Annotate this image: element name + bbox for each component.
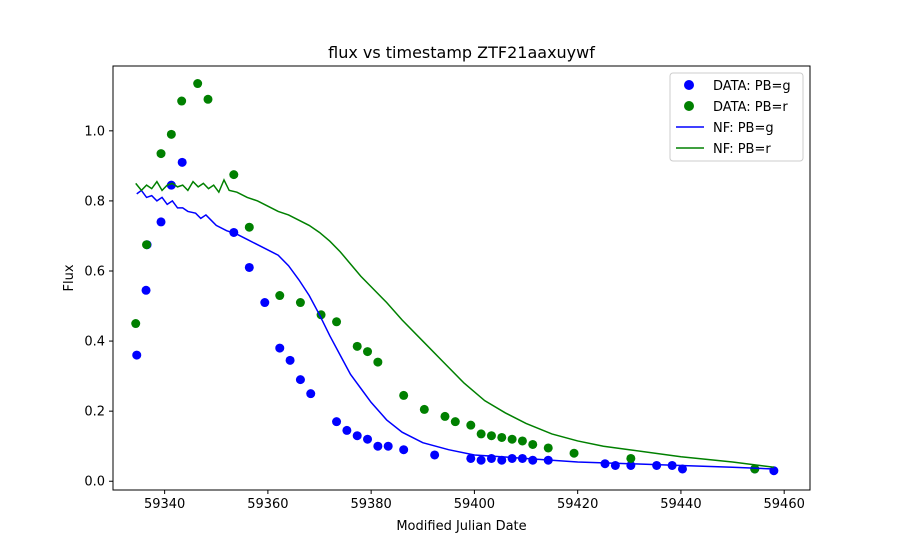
data-point-data-pb-r bbox=[517, 436, 527, 446]
y-tick-label: 0.0 bbox=[84, 475, 105, 490]
data-point-data-pb-r bbox=[295, 298, 305, 308]
data-point-data-pb-r bbox=[352, 341, 362, 351]
data-point-data-pb-r bbox=[507, 434, 517, 444]
data-point-data-pb-g bbox=[363, 434, 373, 444]
legend-label-nf-r: NF: PB=r bbox=[713, 142, 771, 157]
series-line-nf-pb-g bbox=[136, 189, 774, 470]
x-tick-label: 59460 bbox=[764, 497, 805, 512]
data-point-data-pb-g bbox=[141, 285, 151, 295]
x-axis-ticks: 59340 59360 59380 59400 59420 59440 59460 bbox=[144, 490, 805, 512]
data-point-data-pb-g bbox=[769, 466, 779, 476]
data-point-data-pb-r bbox=[244, 222, 254, 232]
data-point-data-pb-g bbox=[677, 464, 687, 474]
chart-title: flux vs timestamp ZTF21aaxuywf bbox=[328, 43, 595, 62]
x-tick-label: 59440 bbox=[660, 497, 701, 512]
data-point-data-pb-g bbox=[610, 460, 620, 470]
data-point-data-pb-r bbox=[450, 417, 460, 427]
data-point-data-pb-r bbox=[363, 347, 373, 357]
data-point-data-pb-g bbox=[528, 455, 538, 465]
data-point-data-pb-g bbox=[430, 450, 440, 460]
data-point-data-pb-g bbox=[373, 441, 383, 451]
data-point-data-pb-r bbox=[476, 429, 486, 439]
data-point-data-pb-r bbox=[229, 170, 239, 180]
data-point-data-pb-g bbox=[383, 441, 393, 451]
data-point-data-pb-g bbox=[260, 298, 270, 308]
data-point-data-pb-r bbox=[275, 291, 285, 301]
data-point-data-pb-g bbox=[600, 459, 610, 469]
legend-label-data-r: DATA: PB=r bbox=[713, 100, 788, 115]
y-tick-label: 0.4 bbox=[84, 335, 105, 350]
data-point-data-pb-g bbox=[177, 157, 187, 167]
data-point-data-pb-r bbox=[750, 464, 760, 474]
data-point-data-pb-r bbox=[626, 453, 636, 463]
y-tick-label: 0.2 bbox=[84, 405, 105, 420]
data-point-data-pb-r bbox=[399, 390, 409, 400]
legend-label-data-g: DATA: PB=g bbox=[713, 79, 791, 94]
data-point-data-pb-r bbox=[569, 448, 579, 458]
y-axis-label: Flux bbox=[62, 264, 77, 291]
data-point-data-pb-r bbox=[486, 431, 496, 441]
data-point-data-pb-g bbox=[332, 417, 342, 427]
data-point-data-pb-g bbox=[132, 350, 142, 360]
data-point-data-pb-g bbox=[352, 431, 362, 441]
data-point-data-pb-r bbox=[440, 411, 450, 421]
y-tick-label: 1.0 bbox=[84, 124, 105, 139]
data-point-data-pb-r bbox=[419, 404, 429, 414]
data-point-data-pb-g bbox=[295, 375, 305, 385]
x-tick-label: 59380 bbox=[350, 497, 391, 512]
data-point-data-pb-g bbox=[652, 460, 662, 470]
data-point-data-pb-r bbox=[543, 443, 553, 453]
series-line-nf-pb-r bbox=[135, 178, 774, 468]
data-point-data-pb-r bbox=[156, 149, 166, 159]
y-axis-ticks: 0.0 0.2 0.4 0.6 0.8 1.0 bbox=[84, 124, 113, 490]
data-point-data-pb-r bbox=[131, 319, 141, 329]
data-point-data-pb-r bbox=[497, 432, 507, 442]
data-point-data-pb-g bbox=[166, 180, 176, 190]
x-tick-label: 59340 bbox=[144, 497, 185, 512]
data-point-data-pb-r bbox=[193, 79, 203, 89]
data-point-data-pb-r bbox=[142, 240, 152, 250]
y-tick-label: 0.8 bbox=[84, 194, 105, 209]
data-point-data-pb-g bbox=[399, 445, 409, 455]
data-point-data-pb-g bbox=[507, 453, 517, 463]
x-tick-label: 59400 bbox=[454, 497, 495, 512]
data-point-data-pb-r bbox=[177, 96, 187, 106]
data-point-data-pb-g bbox=[466, 453, 476, 463]
plot-area bbox=[131, 79, 779, 476]
data-point-data-pb-g bbox=[156, 217, 166, 227]
legend: DATA: PB=g DATA: PB=r NF: PB=g NF: PB=r bbox=[669, 72, 804, 162]
data-point-data-pb-g bbox=[342, 425, 352, 435]
y-tick-label: 0.6 bbox=[84, 264, 105, 279]
data-point-data-pb-g bbox=[275, 343, 285, 353]
legend-marker-data-g bbox=[684, 80, 694, 90]
x-tick-label: 59360 bbox=[247, 497, 288, 512]
axes-frame bbox=[112, 65, 811, 491]
legend-label-nf-g: NF: PB=g bbox=[713, 121, 774, 136]
data-point-data-pb-g bbox=[497, 455, 507, 465]
legend-marker-data-r bbox=[684, 101, 694, 111]
x-axis-label: Modified Julian Date bbox=[396, 519, 526, 534]
legend-frame bbox=[669, 72, 804, 162]
data-point-data-pb-g bbox=[476, 455, 486, 465]
data-point-data-pb-r bbox=[528, 439, 538, 449]
data-point-data-pb-g bbox=[306, 389, 316, 399]
data-point-data-pb-g bbox=[285, 355, 295, 365]
data-point-data-pb-r bbox=[166, 129, 176, 139]
data-point-data-pb-r bbox=[332, 317, 342, 327]
data-point-data-pb-r bbox=[373, 357, 383, 367]
data-point-data-pb-g bbox=[244, 262, 254, 272]
data-point-data-pb-r bbox=[466, 420, 476, 430]
data-point-data-pb-r bbox=[203, 94, 213, 104]
x-tick-label: 59420 bbox=[557, 497, 598, 512]
